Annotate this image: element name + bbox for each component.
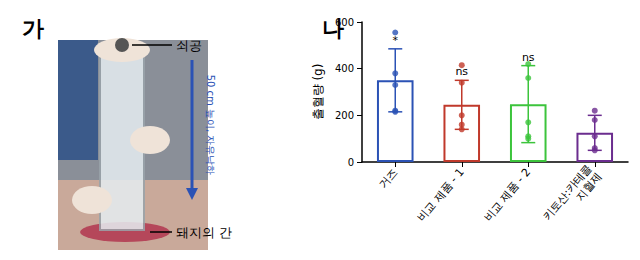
svg-text:비교 제품 - 2: 비교 제품 - 2 [481, 166, 533, 225]
svg-text:지혈제: 지혈제 [574, 170, 605, 204]
svg-text:쇠공: 쇠공 [176, 38, 202, 53]
svg-text:돼지의 간: 돼지의 간 [176, 225, 232, 240]
svg-text:50 cm 높이, 자유낙하: 50 cm 높이, 자유낙하 [205, 75, 216, 176]
svg-text:600: 600 [335, 17, 354, 28]
svg-text:200: 200 [335, 110, 354, 121]
svg-text:출혈량 (g): 출혈량 (g) [311, 64, 325, 121]
svg-text:비교 제품 - 1: 비교 제품 - 1 [415, 166, 467, 225]
svg-text:거즈: 거즈 [376, 166, 400, 191]
svg-text:*: * [393, 34, 399, 47]
svg-text:400: 400 [335, 63, 354, 74]
svg-text:0: 0 [348, 157, 354, 168]
